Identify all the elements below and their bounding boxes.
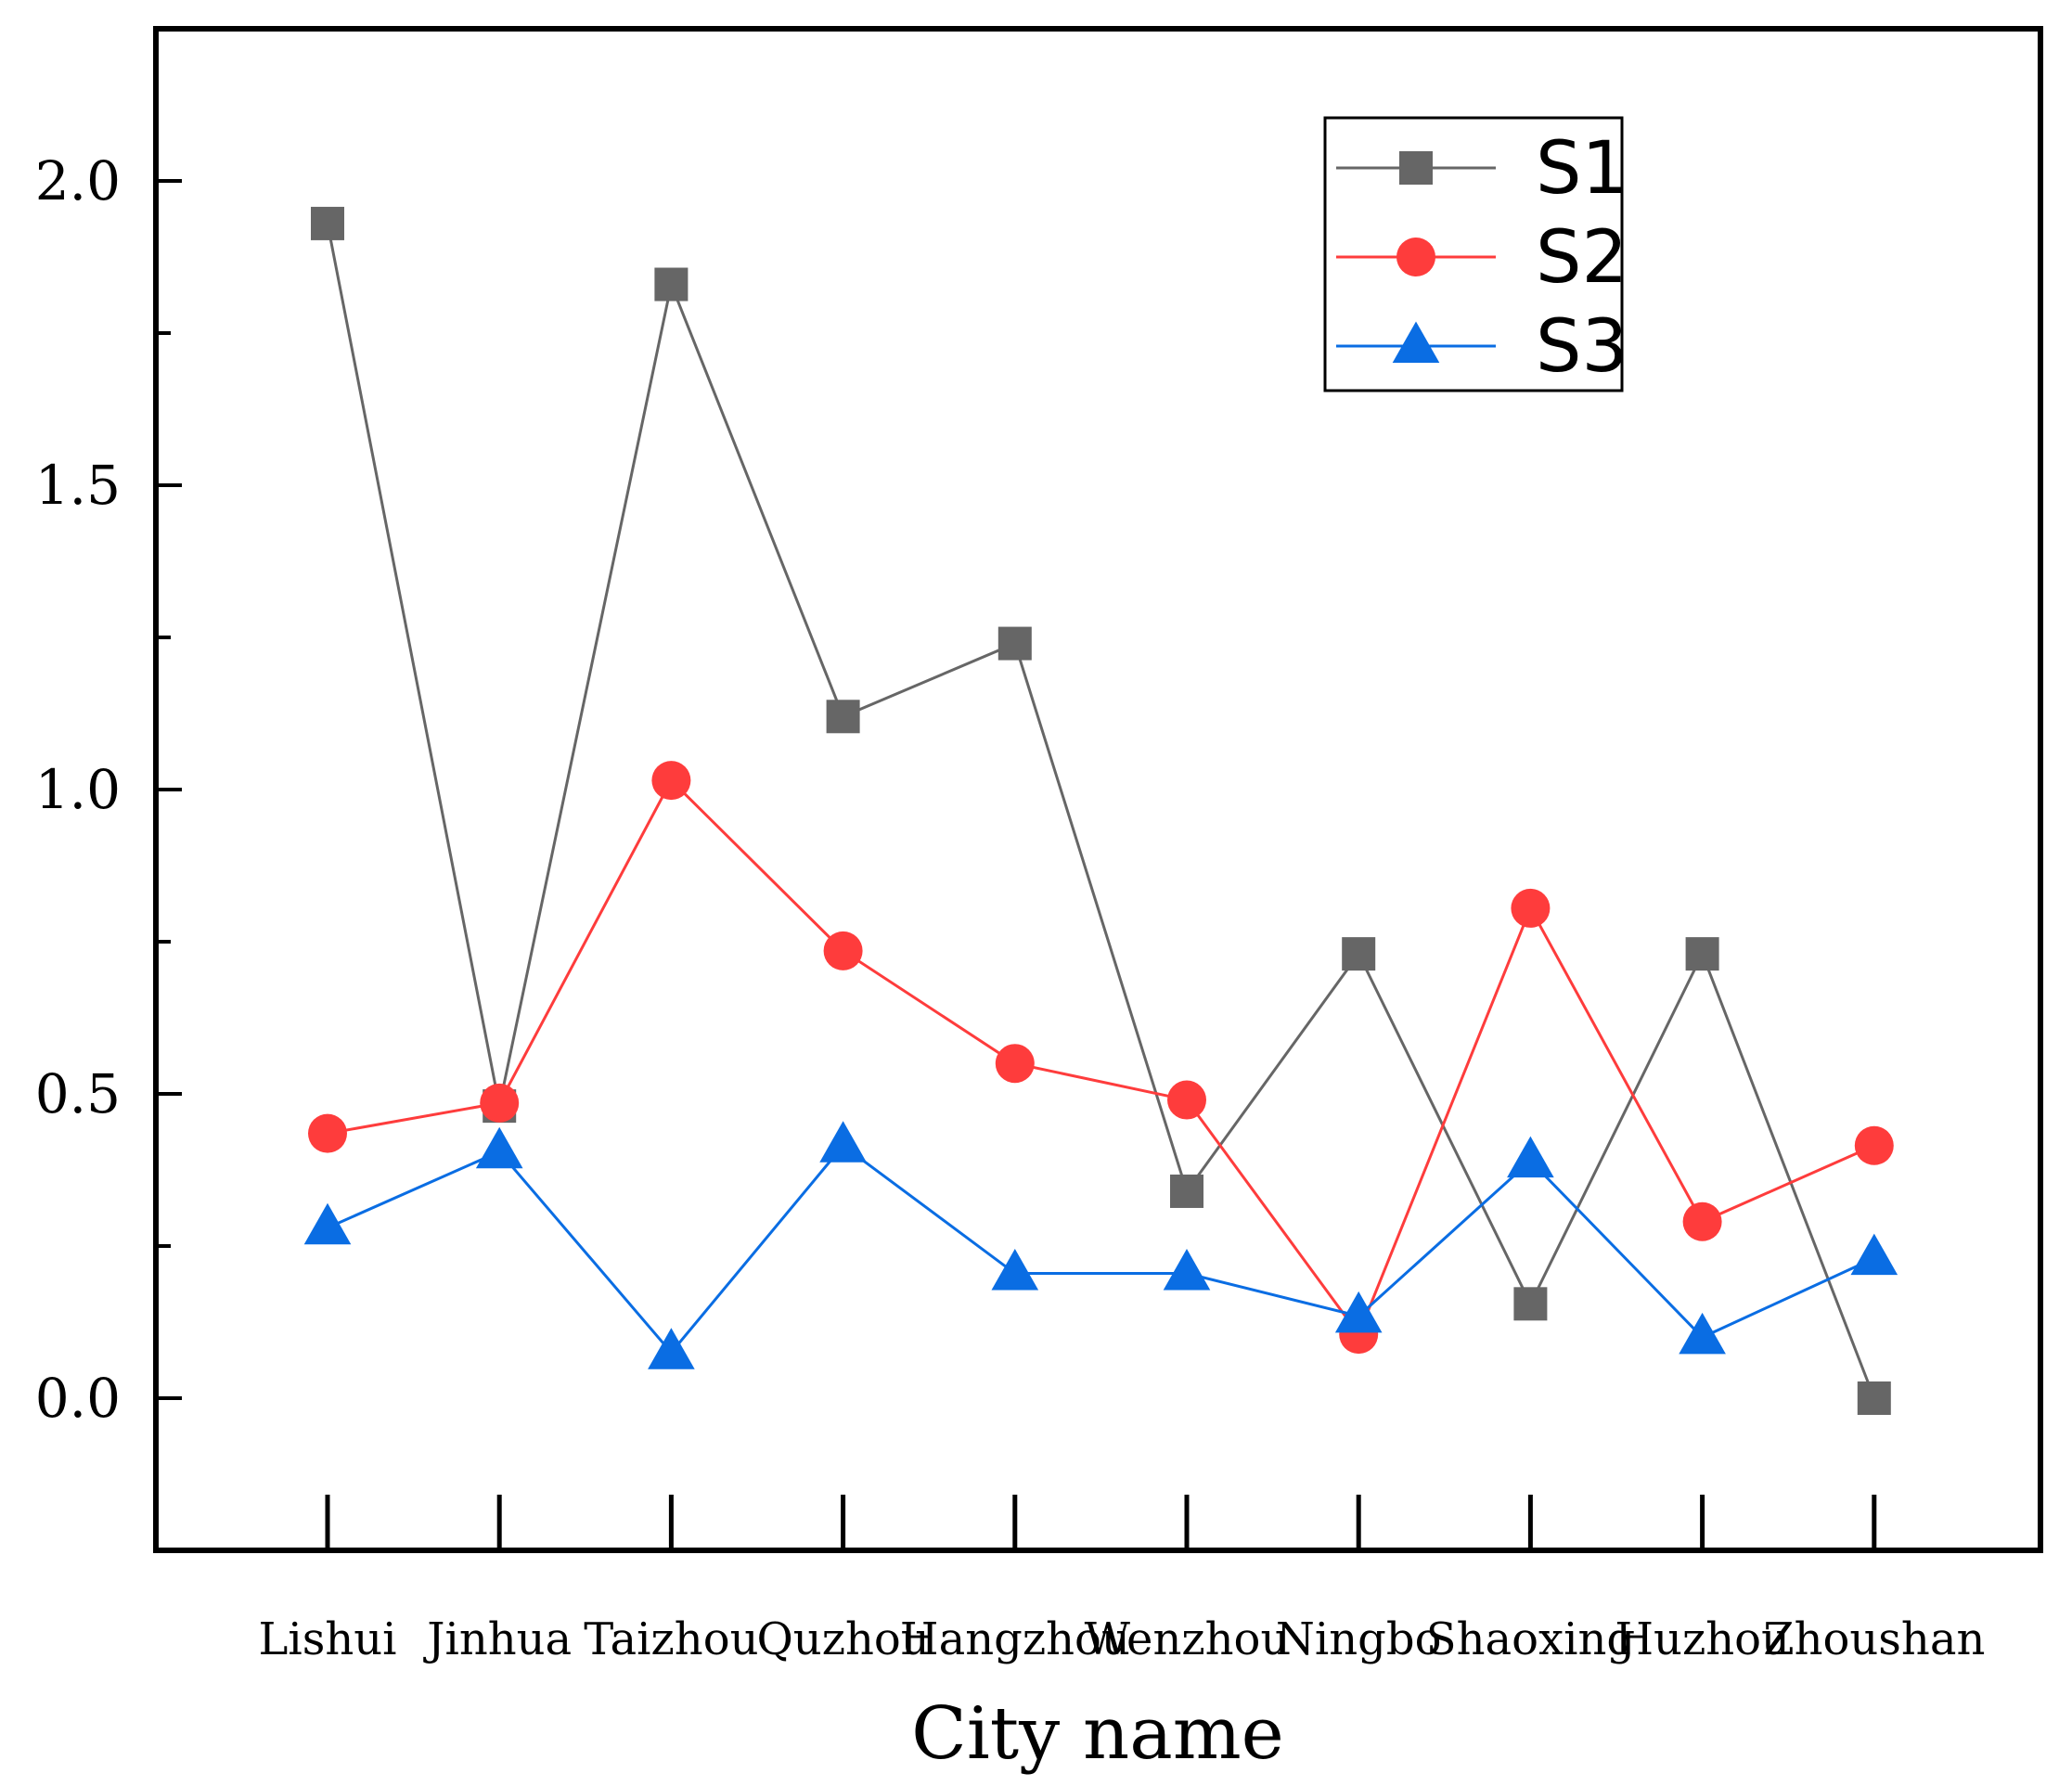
legend-label-s3: S3 [1536,305,1628,389]
data-point-s3 [1679,1312,1726,1355]
x-tick-label: Lishui [258,1613,396,1665]
data-point-s1 [1513,1287,1548,1321]
y-tick-label: 2.0 [35,149,121,212]
x-tick-label: Zhoushan [1763,1613,1985,1665]
data-point-s2 [1682,1201,1722,1241]
x-tick-label: Ningbo [1276,1613,1442,1665]
data-point-s1 [1342,937,1376,971]
data-point-s3 [1507,1136,1554,1178]
data-point-s1 [1685,937,1719,971]
legend-marker-s1 [1399,151,1433,185]
y-tick-label: 1.0 [35,758,121,821]
series-line-s1 [326,223,1876,1399]
data-point-s3 [819,1121,867,1163]
y-tick-label: 0.5 [35,1062,121,1125]
x-tick-label: Huzhou [1615,1613,1790,1665]
data-point-s3 [303,1202,352,1245]
data-point-s1 [1170,1174,1203,1208]
data-point-s2 [1854,1125,1894,1165]
plot-border [153,26,2043,1553]
data-point-s1 [1857,1381,1891,1415]
data-point-s3 [1850,1233,1898,1276]
y-tick-label: 1.5 [35,454,121,517]
data-point-s2 [480,1083,520,1123]
data-point-s2 [1167,1080,1206,1120]
axes: 0.0 0.5 1.0 1.5 2.0 Lishui Jinhua TaizhouQuzhou… [35,149,1986,1665]
series-s3 [303,1121,1898,1369]
legend-label-s1: S1 [1536,127,1628,211]
legend-marker-s2 [1396,238,1435,276]
data-point-s1 [997,626,1032,661]
data-point-s1 [311,206,344,240]
data-point-s3 [1334,1291,1383,1333]
series-s1 [311,206,1891,1415]
data-point-s3 [475,1126,523,1169]
x-tick-label: Shaoxing [1426,1613,1635,1665]
data-point-s1 [826,700,860,734]
data-point-s2 [308,1113,347,1153]
legend-label-s2: S2 [1536,216,1628,300]
series-layer [303,206,1898,1415]
series-s2 [308,761,1894,1355]
series-line-s3 [327,1143,1875,1356]
legend-marker-s3 [1392,321,1440,363]
data-point-s2 [823,931,863,970]
x-axis-title: City name [911,1692,1284,1776]
data-point-s2 [995,1044,1035,1084]
data-point-s3 [991,1248,1039,1291]
plot-frame [153,26,2043,1553]
data-point-s3 [1163,1248,1211,1291]
data-point-s2 [651,761,691,801]
x-tick-label: Taizhou [584,1613,758,1665]
data-point-s2 [1511,888,1551,928]
data-point-s3 [648,1328,695,1369]
x-tick-label: Wenzhou [1085,1613,1290,1665]
x-tick-label: Quzhou [756,1613,929,1665]
data-point-s1 [654,267,689,302]
x-tick-label: Hangzhou [900,1613,1130,1665]
series-line-s2 [327,777,1875,1338]
y-tick-label: 0.0 [35,1367,121,1430]
x-tick-label: Jinhua [422,1613,572,1665]
